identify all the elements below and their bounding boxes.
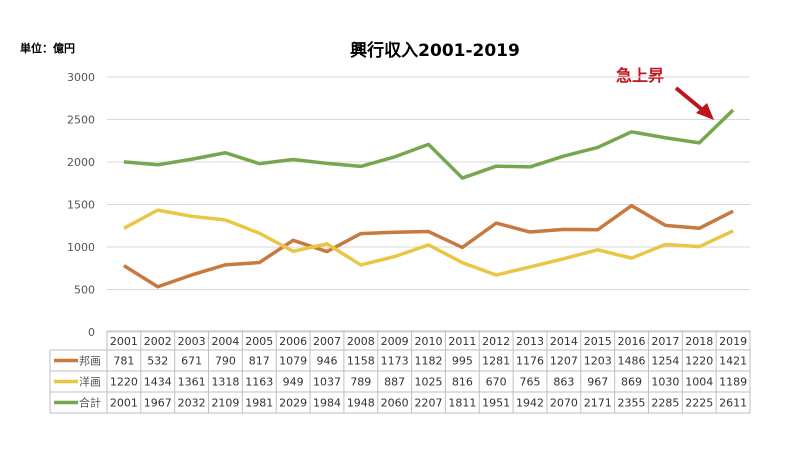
data-label: 1951 [482, 397, 510, 410]
data-label: 1163 [245, 376, 273, 389]
data-label: 1207 [550, 355, 578, 368]
data-label: 1318 [211, 376, 239, 389]
series-line-2 [124, 110, 733, 178]
y-tick-label: 3000 [67, 71, 95, 84]
data-label: 816 [452, 376, 473, 389]
annotation-arrow-shaft [676, 88, 705, 112]
data-label: 1967 [144, 397, 172, 410]
data-label: 1176 [516, 355, 544, 368]
data-label: 1811 [448, 397, 476, 410]
data-label: 946 [316, 355, 337, 368]
data-label: 2171 [584, 397, 612, 410]
data-label: 789 [350, 376, 371, 389]
y-tick-label: 1000 [67, 241, 95, 254]
data-label: 2070 [550, 397, 578, 410]
data-label: 671 [181, 355, 202, 368]
data-label: 817 [249, 355, 270, 368]
x-tick-label: 2017 [651, 335, 679, 348]
data-label: 1004 [685, 376, 713, 389]
data-label: 949 [283, 376, 304, 389]
annotation-text: 急上昇 [616, 66, 664, 85]
y-tick-label: 1500 [67, 199, 95, 212]
x-tick-label: 2013 [516, 335, 544, 348]
data-label: 1025 [415, 376, 443, 389]
data-label: 2225 [685, 397, 713, 410]
data-label: 1254 [651, 355, 679, 368]
x-tick-label: 2019 [719, 335, 747, 348]
x-tick-label: 2007 [313, 335, 341, 348]
x-tick-label: 2016 [618, 335, 646, 348]
data-label: 1421 [719, 355, 747, 368]
data-label: 1203 [584, 355, 612, 368]
y-tick-label: 2000 [67, 156, 95, 169]
data-label: 1981 [245, 397, 273, 410]
data-label: 2001 [110, 397, 138, 410]
data-label: 670 [486, 376, 507, 389]
x-tick-label: 2014 [550, 335, 578, 348]
chart-title: 興行収入2001-2019 [350, 40, 520, 61]
y-tick-label: 500 [74, 284, 95, 297]
x-tick-label: 2006 [279, 335, 307, 348]
legend-label: 邦画 [79, 355, 101, 368]
data-label: 1361 [178, 376, 206, 389]
data-label: 1984 [313, 397, 341, 410]
x-tick-label: 2005 [245, 335, 273, 348]
data-label: 1158 [347, 355, 375, 368]
x-tick-label: 2004 [211, 335, 239, 348]
unit-label: 単位：億円 [20, 41, 75, 55]
data-label: 1220 [110, 376, 138, 389]
series-line-1 [124, 210, 733, 275]
x-tick-label: 2001 [110, 335, 138, 348]
data-label: 1182 [415, 355, 443, 368]
data-label: 995 [452, 355, 473, 368]
data-label: 1079 [279, 355, 307, 368]
data-label: 863 [553, 376, 574, 389]
data-label: 1948 [347, 397, 375, 410]
x-tick-label: 2018 [685, 335, 713, 348]
data-label: 765 [520, 376, 541, 389]
x-tick-label: 2012 [482, 335, 510, 348]
data-label: 2355 [618, 397, 646, 410]
data-label: 1220 [685, 355, 713, 368]
data-label: 790 [215, 355, 236, 368]
x-tick-label: 2008 [347, 335, 375, 348]
y-tick-label: 2500 [67, 114, 95, 127]
data-label: 781 [113, 355, 134, 368]
data-label: 967 [587, 376, 608, 389]
data-label: 2285 [651, 397, 679, 410]
data-label: 1942 [516, 397, 544, 410]
data-label: 2032 [178, 397, 206, 410]
data-label: 887 [384, 376, 405, 389]
data-label: 869 [621, 376, 642, 389]
legend-label: 洋画 [79, 375, 101, 389]
data-label: 1281 [482, 355, 510, 368]
y-tick-label: 0 [88, 326, 95, 339]
data-label: 1486 [618, 355, 646, 368]
x-tick-label: 2010 [415, 335, 443, 348]
data-label: 1434 [144, 376, 172, 389]
legend-label: 合計 [79, 396, 101, 410]
data-label: 1189 [719, 376, 747, 389]
data-label: 1030 [651, 376, 679, 389]
data-label: 2109 [211, 397, 239, 410]
x-tick-label: 2011 [448, 335, 476, 348]
data-label: 2060 [381, 397, 409, 410]
data-label: 1037 [313, 376, 341, 389]
data-label: 2611 [719, 397, 747, 410]
x-tick-label: 2015 [584, 335, 612, 348]
data-label: 1173 [381, 355, 409, 368]
x-tick-label: 2009 [381, 335, 409, 348]
x-tick-label: 2003 [178, 335, 206, 348]
data-label: 2029 [279, 397, 307, 410]
data-label: 2207 [415, 397, 443, 410]
x-tick-label: 2002 [144, 335, 172, 348]
data-label: 532 [147, 355, 168, 368]
